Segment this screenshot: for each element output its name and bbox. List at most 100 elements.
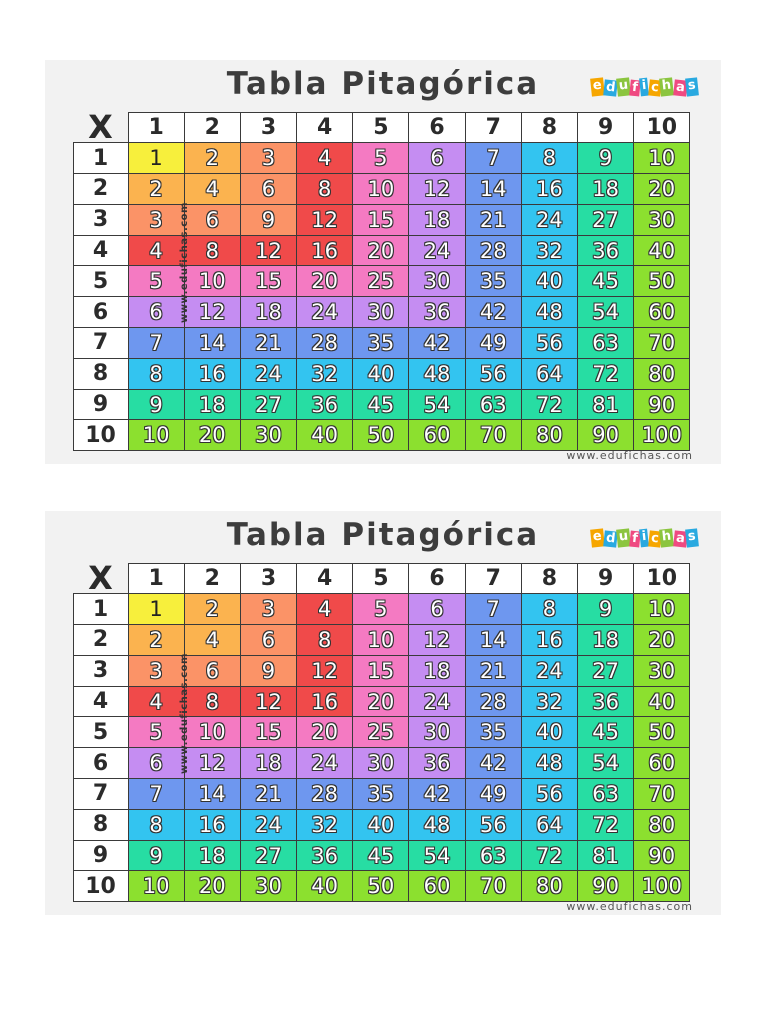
product-cell: 24 (296, 747, 354, 780)
column-header: 10 (633, 111, 691, 144)
product-cell: 4 (183, 624, 241, 656)
column-header: 5 (352, 562, 410, 595)
product-cell: 20 (183, 870, 241, 903)
product-cell: 1 (127, 593, 185, 626)
product-cell: 60 (633, 747, 691, 780)
product-cell: 45 (352, 839, 410, 872)
row-header: 5 (72, 716, 129, 749)
product-cell: 4 (296, 142, 354, 175)
product-cell: 6 (127, 747, 185, 780)
product-cell: 63 (464, 839, 522, 872)
row-header: 2 (72, 173, 129, 205)
product-cell: 90 (577, 870, 635, 903)
product-cell: 72 (520, 839, 578, 872)
product-cell: 56 (464, 808, 522, 841)
product-cell: 24 (520, 654, 578, 687)
product-cell: 30 (633, 203, 691, 236)
product-cell: 5 (127, 265, 185, 298)
product-cell: 36 (408, 296, 466, 329)
product-cell: 7 (464, 593, 522, 626)
row-header: 8 (72, 808, 129, 841)
product-cell: 16 (296, 685, 354, 718)
row-header: 8 (72, 357, 129, 390)
product-cell: 50 (352, 419, 410, 452)
product-cell: 6 (183, 203, 241, 236)
product-cell: 48 (520, 296, 578, 329)
product-cell: 56 (520, 327, 578, 359)
row-header: 6 (72, 747, 129, 780)
product-cell: 12 (183, 296, 241, 329)
product-cell: 9 (239, 654, 298, 687)
product-cell: 9 (577, 593, 635, 626)
column-header: 1 (127, 111, 185, 144)
product-cell: 16 (183, 357, 241, 390)
product-cell: 72 (577, 357, 635, 390)
product-cell: 48 (520, 747, 578, 780)
product-cell: 12 (183, 747, 241, 780)
product-cell: 18 (239, 296, 298, 329)
product-cell: 48 (408, 357, 466, 390)
row-header: 3 (72, 203, 129, 236)
product-cell: 70 (633, 778, 691, 810)
product-cell: 9 (577, 142, 635, 175)
product-cell: 54 (577, 747, 635, 780)
corner-x-label: X (88, 559, 113, 598)
product-cell: 50 (352, 870, 410, 903)
product-cell: 40 (296, 870, 354, 903)
product-cell: 28 (464, 685, 522, 718)
column-header: 3 (239, 562, 298, 595)
column-header: 4 (296, 562, 354, 595)
product-cell: 24 (239, 808, 298, 841)
product-cell: 90 (633, 388, 691, 421)
product-cell: 24 (408, 234, 466, 267)
product-cell: 70 (464, 870, 522, 903)
product-cell: 24 (239, 357, 298, 390)
product-cell: 64 (520, 357, 578, 390)
product-cell: 12 (239, 685, 298, 718)
product-cell: 18 (183, 388, 241, 421)
multiplication-grid: X 1 2 3 4 5 6 7 8 9 10 1 1 2 3 4 5 6 7 8 9 10 2 2 4 6 8 10 12 14 16 18 2… (72, 108, 691, 452)
column-header: 6 (408, 562, 466, 595)
product-cell: 72 (577, 808, 635, 841)
product-cell: 5 (127, 716, 185, 749)
column-header: 9 (577, 562, 635, 595)
product-cell: 72 (520, 388, 578, 421)
column-header: 7 (464, 562, 522, 595)
product-cell: 9 (239, 203, 298, 236)
product-cell: 9 (127, 388, 185, 421)
product-cell: 24 (520, 203, 578, 236)
product-cell: 3 (239, 593, 298, 626)
product-cell: 54 (408, 839, 466, 872)
row-header: 5 (72, 265, 129, 298)
product-cell: 16 (296, 234, 354, 267)
product-cell: 25 (352, 265, 410, 298)
product-cell: 8 (520, 593, 578, 626)
product-cell: 21 (464, 203, 522, 236)
product-cell: 20 (296, 716, 354, 749)
product-cell: 36 (296, 388, 354, 421)
row-header: 2 (72, 624, 129, 656)
product-cell: 7 (464, 142, 522, 175)
logo-letter: s (685, 77, 699, 97)
product-cell: 45 (352, 388, 410, 421)
product-cell: 80 (520, 870, 578, 903)
product-cell: 40 (633, 234, 691, 267)
product-cell: 30 (408, 265, 466, 298)
column-header: 2 (183, 562, 241, 595)
column-header: 6 (408, 111, 466, 144)
product-cell: 42 (408, 778, 466, 810)
product-cell: 36 (296, 839, 354, 872)
product-cell: 35 (352, 327, 410, 359)
product-cell: 54 (408, 388, 466, 421)
product-cell: 3 (239, 142, 298, 175)
product-cell: 40 (633, 685, 691, 718)
product-cell: 4 (127, 234, 185, 267)
product-cell: 12 (239, 234, 298, 267)
product-cell: 70 (464, 419, 522, 452)
product-cell: 2 (127, 624, 185, 656)
product-cell: 21 (464, 654, 522, 687)
product-cell: 80 (520, 419, 578, 452)
logo-letter: h (659, 77, 675, 97)
